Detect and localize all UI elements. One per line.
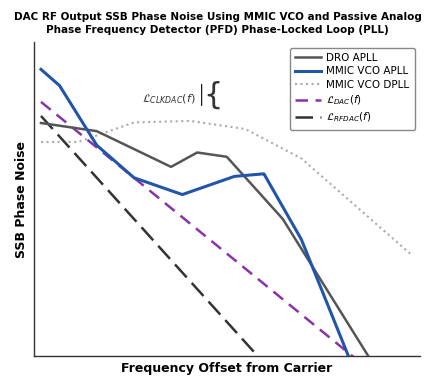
Text: $\mathcal{L}_{CLKDAC}(f)$: $\mathcal{L}_{CLKDAC}(f)$ (142, 92, 195, 106)
Text: DAC RF Output SSB Phase Noise Using MMIC VCO and Passive Analog: DAC RF Output SSB Phase Noise Using MMIC… (13, 12, 421, 22)
Text: Phase Frequency Detector (PFD) Phase-Locked Loop (PLL): Phase Frequency Detector (PFD) Phase-Loc… (46, 25, 388, 35)
Legend: DRO APLL, MMIC VCO APLL, MMIC VCO DPLL, $\mathcal{L}_{DAC}(f)$, $\mathcal{L}_{RF: DRO APLL, MMIC VCO APLL, MMIC VCO DPLL, … (289, 48, 414, 130)
Y-axis label: SSB Phase Noise: SSB Phase Noise (15, 141, 28, 258)
X-axis label: Frequency Offset from Carrier: Frequency Offset from Carrier (121, 362, 332, 375)
Text: {: { (203, 80, 223, 109)
